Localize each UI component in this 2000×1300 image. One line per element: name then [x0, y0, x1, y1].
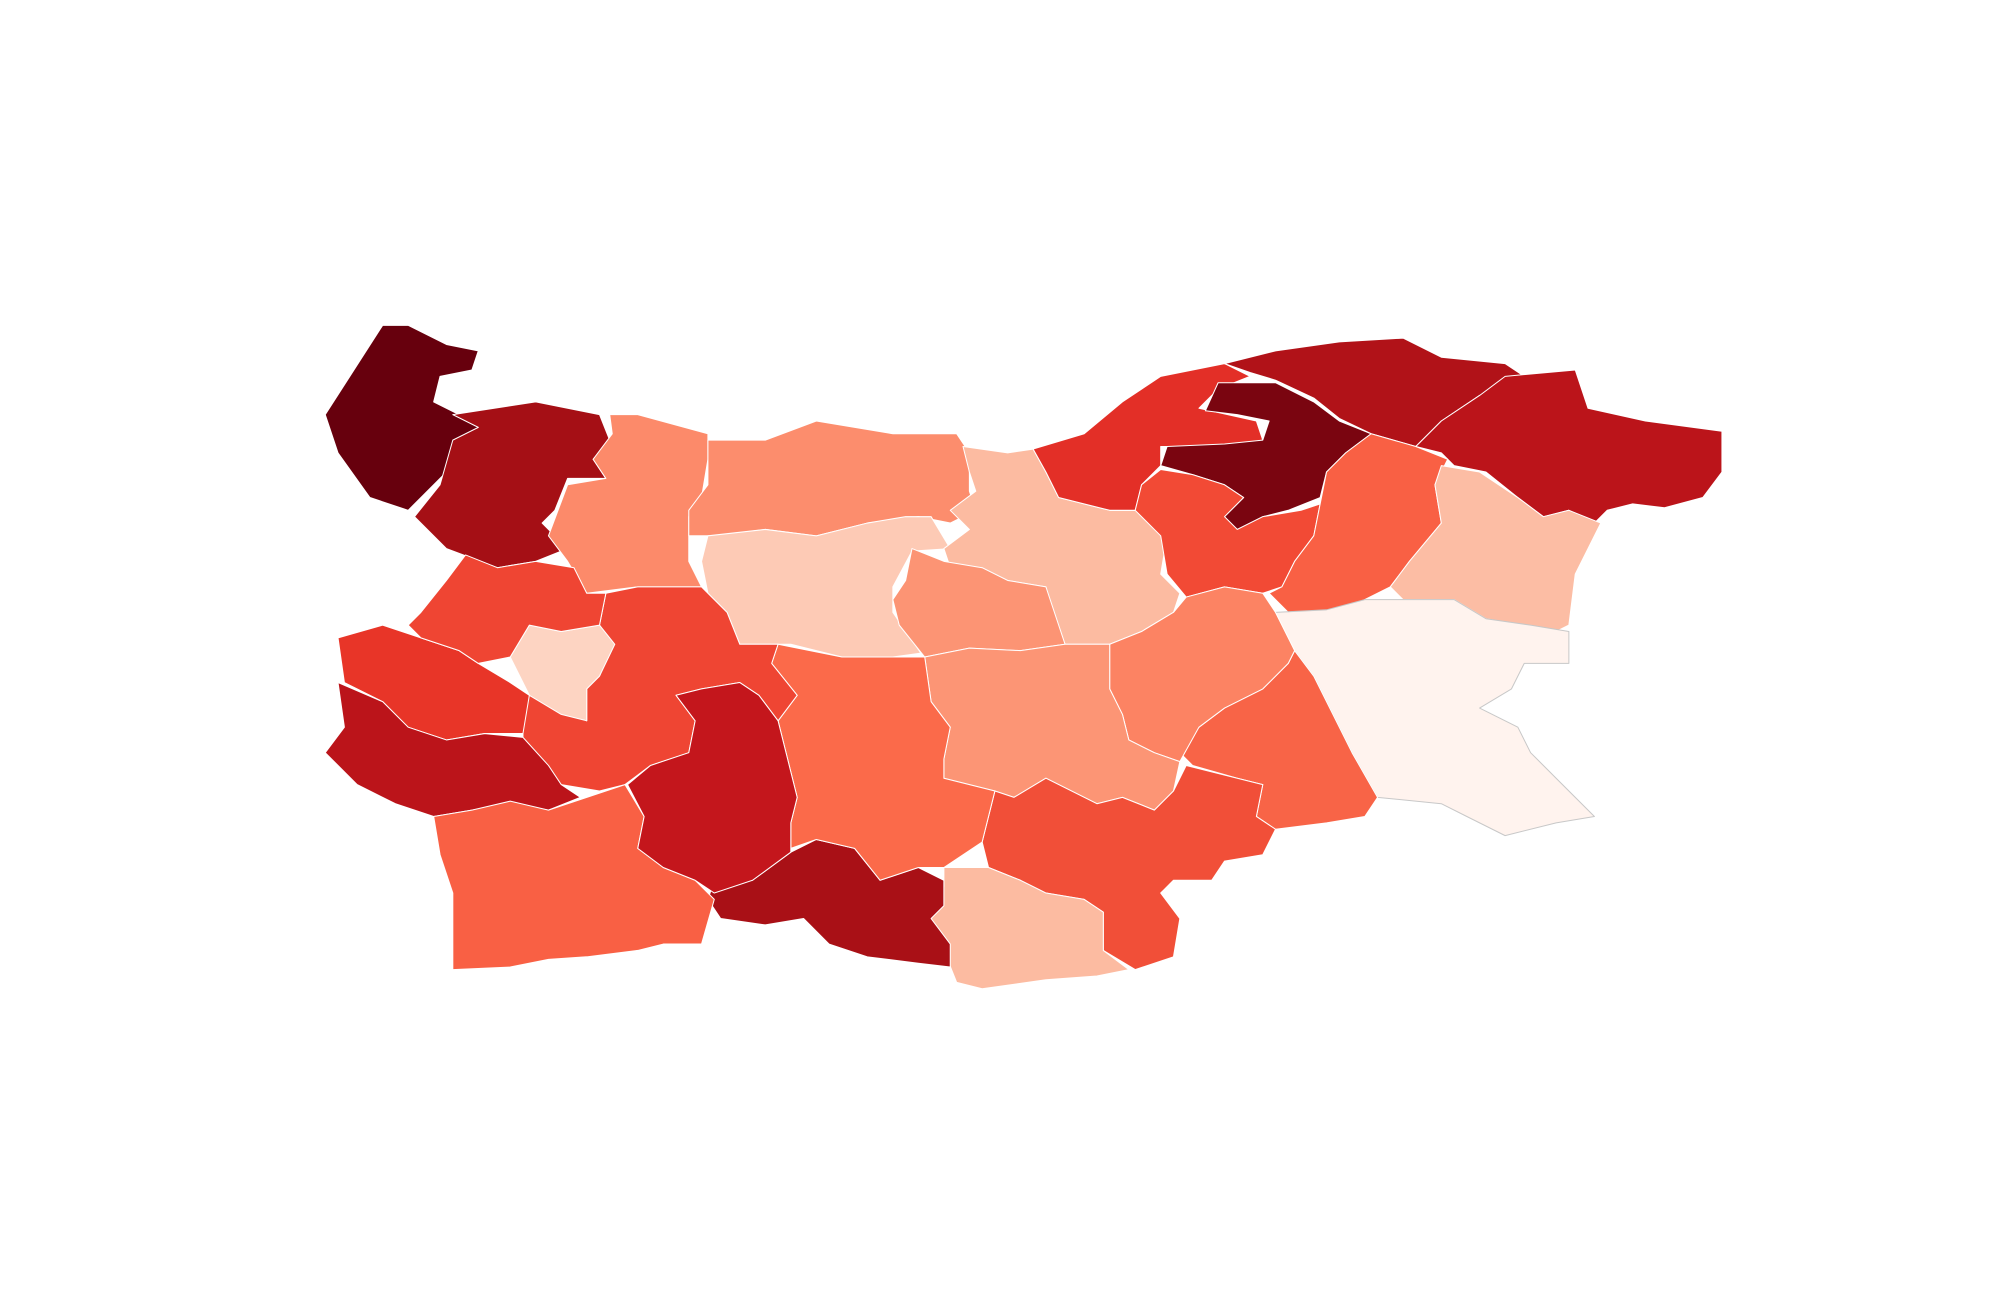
region-4[interactable]	[688, 420, 977, 537]
region-1[interactable]	[324, 324, 479, 511]
region-27[interactable]	[433, 784, 715, 971]
region-28[interactable]	[627, 682, 798, 894]
region-26[interactable]	[324, 682, 581, 817]
region-29[interactable]	[407, 554, 607, 664]
